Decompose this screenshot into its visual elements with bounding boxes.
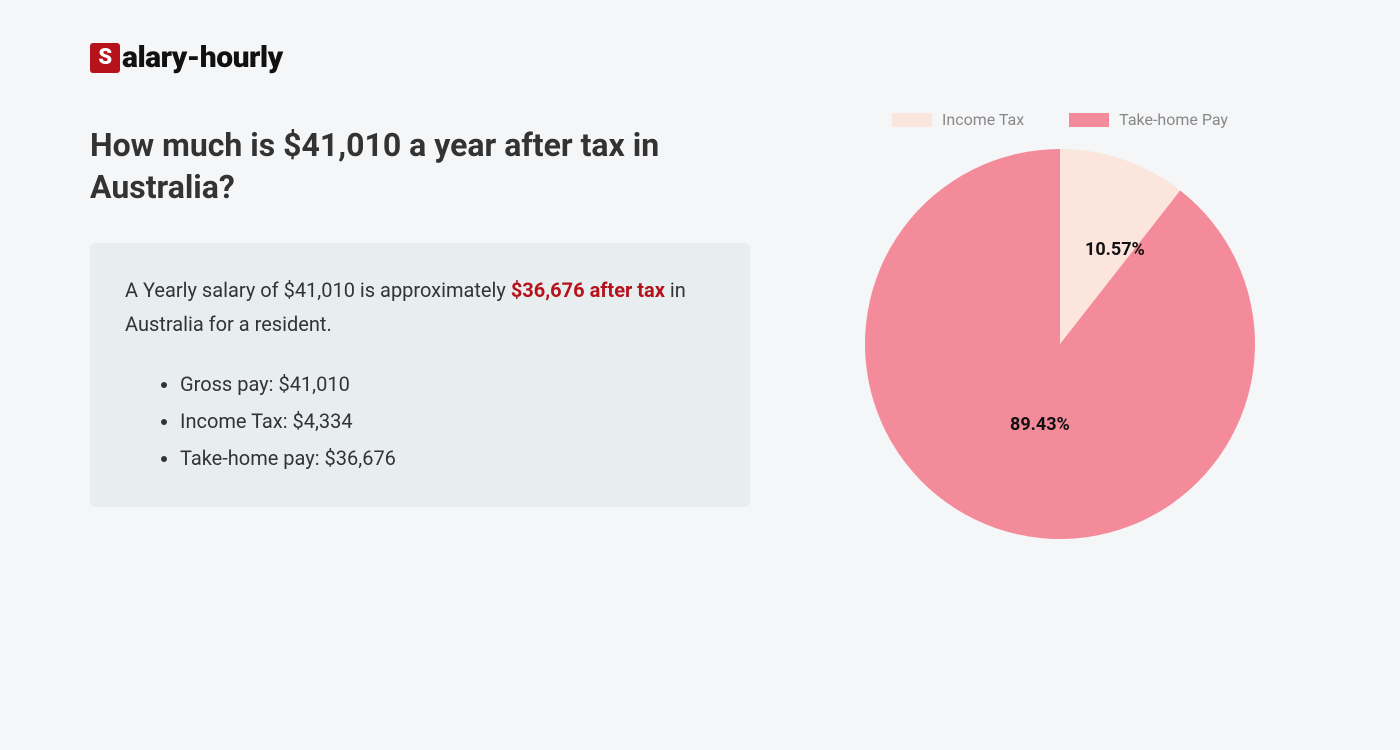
left-column: How much is $41,010 a year after tax in … <box>90 125 750 507</box>
logo-text: alary-hourly <box>122 40 283 75</box>
bullet-take-home: Take-home pay: $36,676 <box>180 440 715 477</box>
page-title: How much is $41,010 a year after tax in … <box>90 125 750 208</box>
pie-svg <box>860 144 1260 544</box>
legend-label-take-home: Take-home Pay <box>1119 110 1228 129</box>
legend-swatch-take-home <box>1069 113 1109 127</box>
page-root: Salary-hourly How much is $41,010 a year… <box>0 0 1400 544</box>
legend-item-take-home: Take-home Pay <box>1069 110 1228 129</box>
pie-slice-1 <box>865 149 1255 539</box>
summary-prefix: A Yearly salary of $41,010 is approximat… <box>125 278 511 302</box>
summary-text: A Yearly salary of $41,010 is approximat… <box>125 273 715 341</box>
pie-legend: Income Tax Take-home Pay <box>810 110 1310 129</box>
bullet-gross-pay: Gross pay: $41,010 <box>180 366 715 403</box>
bullet-income-tax: Income Tax: $4,334 <box>180 403 715 440</box>
legend-label-income-tax: Income Tax <box>942 110 1024 129</box>
site-logo: Salary-hourly <box>90 40 1310 75</box>
pie-chart: 10.57% 89.43% <box>860 144 1260 544</box>
legend-swatch-income-tax <box>892 113 932 127</box>
legend-item-income-tax: Income Tax <box>892 110 1024 129</box>
summary-box: A Yearly salary of $41,010 is approximat… <box>90 243 750 507</box>
right-column: Income Tax Take-home Pay 10.57% 89.43% <box>810 125 1310 544</box>
logo-badge: S <box>90 43 120 73</box>
summary-highlight: $36,676 after tax <box>511 278 665 302</box>
content-row: How much is $41,010 a year after tax in … <box>90 125 1310 544</box>
pie-slice-label-income-tax: 10.57% <box>1085 239 1145 260</box>
pie-slice-label-take-home: 89.43% <box>1010 414 1070 435</box>
summary-bullets: Gross pay: $41,010 Income Tax: $4,334 Ta… <box>125 366 715 477</box>
